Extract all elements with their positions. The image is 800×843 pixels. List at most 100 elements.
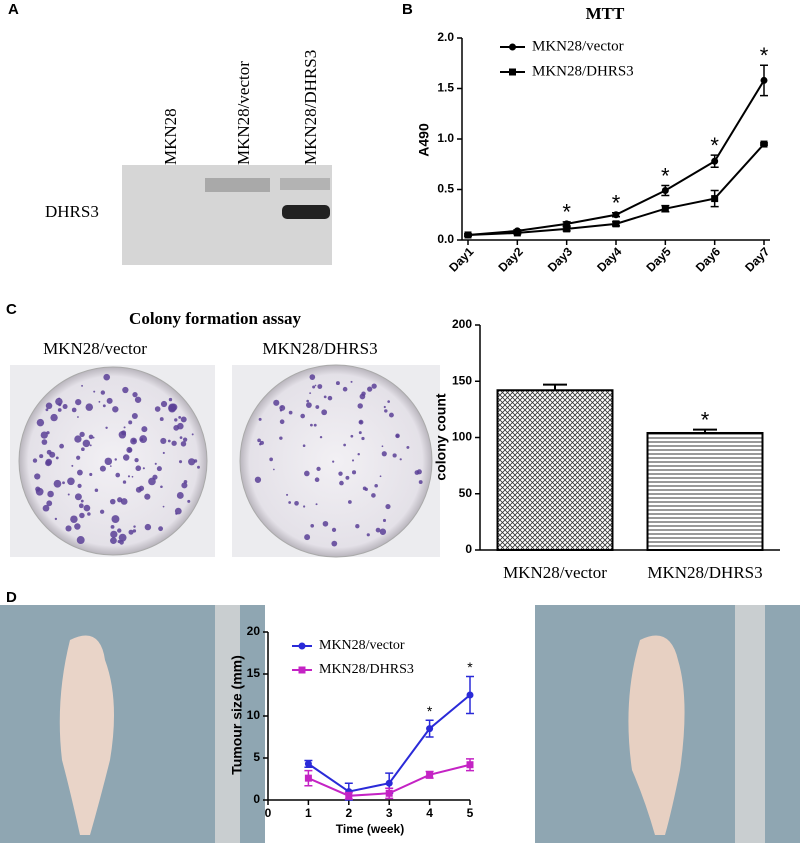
- colony-dot: [313, 423, 317, 427]
- colony-dot: [81, 447, 85, 452]
- colony-dot: [183, 479, 188, 484]
- colony-dot: [67, 493, 70, 496]
- marker: [661, 187, 669, 195]
- colony-dot: [80, 499, 84, 503]
- colony-dot: [273, 468, 275, 471]
- legend-label: MKN28/DHRS3: [319, 662, 414, 677]
- colony-dot: [128, 420, 133, 425]
- colony-dot: [138, 485, 145, 492]
- colony-dot: [361, 391, 366, 396]
- plate-label: MKN28/DHRS3: [262, 339, 377, 358]
- blot-band: [280, 178, 330, 190]
- colony-dot: [77, 483, 82, 488]
- colony-dot: [88, 434, 94, 440]
- colony-dot: [42, 504, 50, 512]
- colony-dot: [139, 435, 148, 443]
- colony-dot: [332, 460, 335, 463]
- colony-dot: [331, 540, 338, 547]
- colony-dot: [357, 403, 363, 409]
- colony-dot: [82, 439, 91, 448]
- colony-dot: [131, 475, 134, 478]
- colony-dot: [180, 441, 187, 447]
- colony-dot: [99, 465, 106, 472]
- colony-dot: [310, 523, 315, 528]
- colony-dot: [92, 436, 95, 439]
- colony-dot: [288, 410, 293, 415]
- colony-dot: [132, 391, 138, 398]
- colony-dot: [35, 486, 41, 492]
- colony-dot: [142, 467, 145, 470]
- colony-dot: [310, 423, 313, 427]
- colony-dot: [40, 431, 48, 439]
- colony-dot: [259, 443, 262, 446]
- colony-dot: [258, 417, 262, 421]
- marker: [345, 792, 353, 800]
- colony-dot: [389, 412, 394, 418]
- colony-dot: [306, 399, 310, 403]
- colony-dot: [54, 517, 58, 521]
- colony-dot: [392, 453, 397, 458]
- colony-dot: [197, 465, 200, 469]
- marker: [563, 225, 571, 233]
- legend-label: MKN28/DHRS3: [532, 63, 634, 79]
- colony-dot: [89, 444, 92, 447]
- x-axis-label: Time (week): [336, 822, 404, 836]
- colony-dot: [120, 498, 128, 505]
- colony-dot: [154, 406, 161, 412]
- colony-dot: [187, 499, 191, 503]
- colony-dot: [55, 456, 59, 460]
- legend-marker: [509, 43, 516, 51]
- legend-label: MKN28/vector: [532, 38, 624, 54]
- y-tick-label: 1.0: [437, 131, 454, 145]
- colony-dot: [123, 426, 126, 429]
- y-tick-label: 100: [452, 430, 472, 444]
- colony-dot: [288, 501, 292, 504]
- colony-dot: [171, 440, 177, 446]
- colony-dot: [131, 413, 138, 420]
- colony-dot: [257, 438, 261, 443]
- colony-dot: [379, 475, 382, 478]
- colony-dot: [371, 493, 376, 498]
- x-tick-label: Day4: [594, 244, 624, 274]
- annotation: *: [710, 133, 719, 158]
- colony-dot: [45, 402, 53, 410]
- colony-dot: [314, 384, 317, 387]
- x-tick-label: Day1: [446, 244, 476, 274]
- colony-dot: [122, 454, 130, 461]
- y-tick-label: 5: [253, 750, 260, 764]
- colony-dot: [335, 381, 340, 386]
- colony-dot: [314, 477, 320, 483]
- blot-band: [205, 178, 270, 192]
- colony-dot: [399, 458, 402, 461]
- colony-dot: [79, 512, 85, 519]
- panel-title: Colony formation assay: [129, 309, 301, 328]
- bar: [496, 389, 614, 551]
- colony-dot: [357, 452, 360, 456]
- colony-dot: [338, 471, 343, 476]
- colony-dot: [355, 524, 360, 529]
- marker: [612, 220, 620, 228]
- colony-dot: [384, 409, 388, 413]
- colony-dot: [331, 527, 337, 533]
- colony-dot: [303, 505, 306, 508]
- colony-dot: [350, 434, 354, 438]
- colony-dot: [78, 503, 84, 509]
- colony-dot: [367, 386, 373, 392]
- blot-band: [282, 205, 330, 219]
- colony-dot: [181, 482, 188, 489]
- colony-dot: [168, 397, 173, 402]
- colony-dot: [178, 460, 183, 464]
- bar: [646, 432, 764, 551]
- marker: [466, 761, 474, 769]
- colony-dot: [350, 380, 353, 383]
- colony-dot: [36, 418, 45, 427]
- colony-dot: [117, 539, 121, 544]
- colony-dot: [327, 395, 333, 401]
- colony-dot: [351, 470, 357, 475]
- colony-dot: [89, 472, 93, 476]
- colony-dot: [269, 457, 273, 462]
- y-tick-label: 15: [247, 666, 261, 680]
- mouse: [59, 635, 114, 835]
- y-tick-label: 1.5: [437, 81, 454, 95]
